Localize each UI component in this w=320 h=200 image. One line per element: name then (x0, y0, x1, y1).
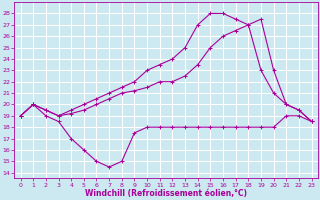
X-axis label: Windchill (Refroidissement éolien,°C): Windchill (Refroidissement éolien,°C) (85, 189, 247, 198)
